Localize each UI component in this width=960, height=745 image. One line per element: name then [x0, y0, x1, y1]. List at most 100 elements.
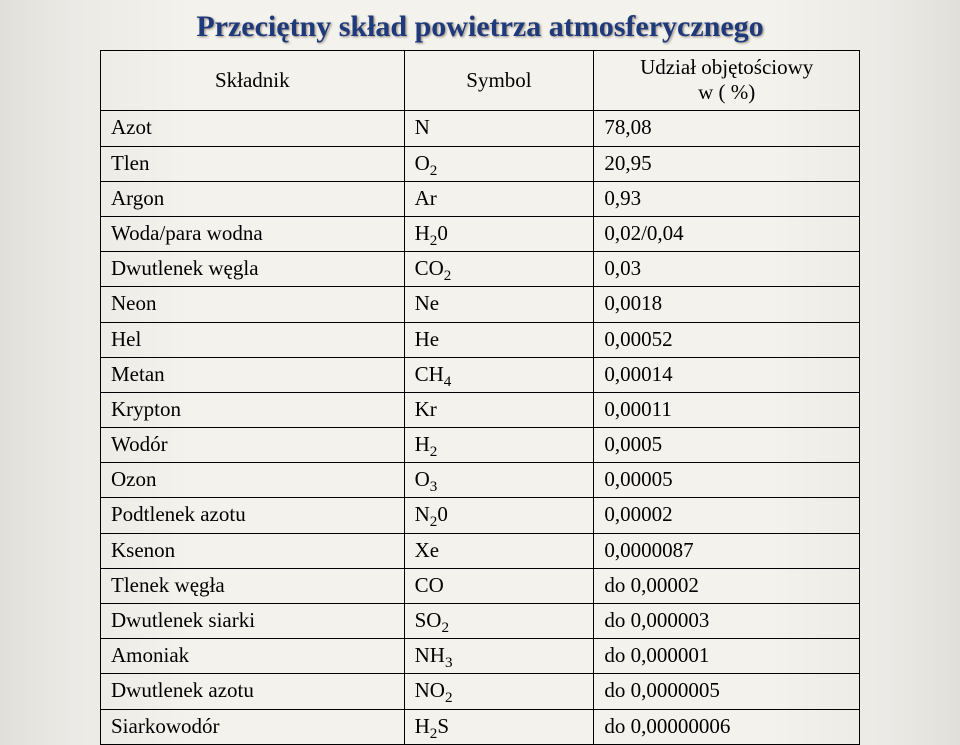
cell-name: Neon — [101, 287, 405, 322]
symbol-base: Kr — [415, 397, 437, 421]
symbol-base: N — [415, 115, 430, 139]
cell-value: do 0,00002 — [594, 568, 860, 603]
cell-symbol: CH4 — [404, 357, 594, 392]
symbol-suffix: 0 — [437, 502, 448, 526]
symbol-subscript: 4 — [444, 374, 452, 390]
table-row: Tlenek węgłaCOdo 0,00002 — [101, 568, 860, 603]
symbol-base: NH — [415, 643, 445, 667]
symbol-base: CH — [415, 362, 444, 386]
cell-symbol: H20 — [404, 216, 594, 251]
cell-symbol: Ar — [404, 181, 594, 216]
cell-symbol: Xe — [404, 533, 594, 568]
symbol-base: Xe — [415, 538, 440, 562]
cell-name: Tlen — [101, 146, 405, 181]
symbol-base: H — [415, 432, 430, 456]
cell-symbol: CO2 — [404, 252, 594, 287]
symbol-base: SO — [415, 608, 442, 632]
table-row: MetanCH40,00014 — [101, 357, 860, 392]
table-row: Podtlenek azotuN200,00002 — [101, 498, 860, 533]
cell-symbol: N — [404, 111, 594, 146]
col-header-name: Składnik — [101, 51, 405, 111]
symbol-subscript: 2 — [430, 163, 438, 179]
cell-value: do 0,000001 — [594, 639, 860, 674]
cell-symbol: SO2 — [404, 604, 594, 639]
symbol-subscript: 2 — [430, 444, 438, 460]
symbol-base: H — [415, 221, 430, 245]
cell-symbol: NO2 — [404, 674, 594, 709]
cell-name: Hel — [101, 322, 405, 357]
cell-symbol: O2 — [404, 146, 594, 181]
symbol-base: He — [415, 327, 440, 351]
cell-value: 78,08 — [594, 111, 860, 146]
col-header-value: Udział objętościowyw ( %) — [594, 51, 860, 111]
table-row: Ksenon Xe 0,0000087 — [101, 533, 860, 568]
cell-value: do 0,00000006 — [594, 709, 860, 744]
cell-name: Ksenon — [101, 533, 405, 568]
symbol-subscript: 3 — [430, 479, 438, 495]
cell-value: do 0,000003 — [594, 604, 860, 639]
cell-value: 0,00002 — [594, 498, 860, 533]
symbol-base: CO — [415, 256, 444, 280]
cell-name: Ozon — [101, 463, 405, 498]
cell-value: 20,95 — [594, 146, 860, 181]
cell-name: Argon — [101, 181, 405, 216]
cell-symbol: He — [404, 322, 594, 357]
table-row: Azot N 78,08 — [101, 111, 860, 146]
table-row: Woda/para wodnaH200,02/0,04 — [101, 216, 860, 251]
table-row: SiarkowodórH2Sdo 0,00000006 — [101, 709, 860, 744]
cell-name: Dwutlenek azotu — [101, 674, 405, 709]
table-row: Argon Ar 0,93 — [101, 181, 860, 216]
table-row: Dwutlenek siarkiSO2do 0,000003 — [101, 604, 860, 639]
table-row: WodórH20,0005 — [101, 428, 860, 463]
cell-symbol: Kr — [404, 392, 594, 427]
symbol-subscript: 2 — [445, 691, 453, 707]
cell-value: 0,0005 — [594, 428, 860, 463]
cell-name: Azot — [101, 111, 405, 146]
table-row: Neon Ne 0,0018 — [101, 287, 860, 322]
cell-value: 0,00005 — [594, 463, 860, 498]
cell-name: Wodór — [101, 428, 405, 463]
symbol-base: N — [415, 502, 430, 526]
cell-value: 0,00011 — [594, 392, 860, 427]
cell-value: 0,02/0,04 — [594, 216, 860, 251]
symbol-suffix: S — [437, 714, 449, 738]
symbol-base: O — [415, 151, 430, 175]
cell-name: Amoniak — [101, 639, 405, 674]
cell-value: 0,0018 — [594, 287, 860, 322]
symbol-subscript: 2 — [441, 620, 449, 636]
cell-name: Siarkowodór — [101, 709, 405, 744]
symbol-base: CO — [415, 573, 444, 597]
symbol-base: H — [415, 714, 430, 738]
table-body: AzotN78,08TlenO220,95ArgonAr0,93Woda/par… — [101, 111, 860, 744]
cell-value: 0,00052 — [594, 322, 860, 357]
symbol-base: Ne — [415, 291, 440, 315]
symbol-subscript: 3 — [445, 655, 453, 671]
symbol-suffix: 0 — [437, 221, 448, 245]
col-header-symbol: Symbol — [404, 51, 594, 111]
cell-symbol: CO — [404, 568, 594, 603]
cell-value: do 0,0000005 — [594, 674, 860, 709]
symbol-base: NO — [415, 678, 445, 702]
cell-name: Podtlenek azotu — [101, 498, 405, 533]
cell-symbol: Ne — [404, 287, 594, 322]
table-header-row: Składnik Symbol Udział objętościowyw ( %… — [101, 51, 860, 111]
cell-name: Krypton — [101, 392, 405, 427]
cell-symbol: N20 — [404, 498, 594, 533]
table-row: Amoniak NH3 do 0,000001 — [101, 639, 860, 674]
cell-value: 0,00014 — [594, 357, 860, 392]
symbol-base: Ar — [415, 186, 437, 210]
cell-name: Metan — [101, 357, 405, 392]
cell-value: 0,0000087 — [594, 533, 860, 568]
cell-name: Dwutlenek węgla — [101, 252, 405, 287]
cell-symbol: H2S — [404, 709, 594, 744]
table-row: Dwutlenek węglaCO20,03 — [101, 252, 860, 287]
cell-symbol: H2 — [404, 428, 594, 463]
cell-name: Dwutlenek siarki — [101, 604, 405, 639]
table-row: OzonO30,00005 — [101, 463, 860, 498]
composition-table: Składnik Symbol Udział objętościowyw ( %… — [100, 50, 860, 745]
cell-value: 0,93 — [594, 181, 860, 216]
table-row: TlenO220,95 — [101, 146, 860, 181]
cell-name: Woda/para wodna — [101, 216, 405, 251]
symbol-subscript: 2 — [444, 268, 452, 284]
page-title: Przeciętny skład powietrza atmosferyczne… — [100, 10, 860, 44]
